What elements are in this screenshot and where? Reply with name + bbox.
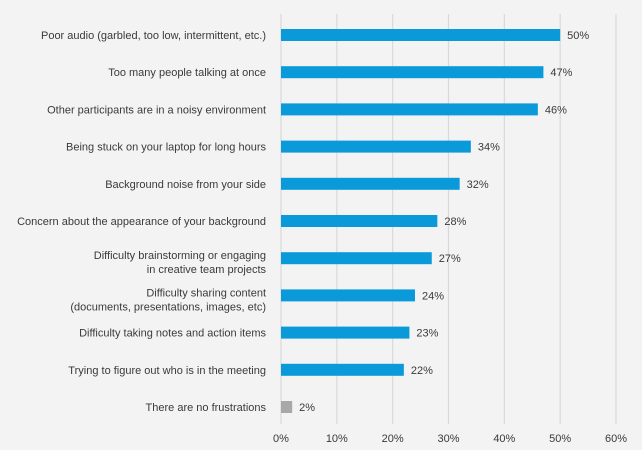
- category-label: Trying to figure out who is in the meeti…: [68, 365, 266, 377]
- category-label: Concern about the appearance of your bac…: [17, 216, 266, 228]
- bar: [281, 103, 538, 116]
- data-label: 2%: [299, 402, 315, 414]
- category-label: Difficulty brainstorming or engaging: [94, 250, 266, 262]
- category-label: (documents, presentations, images, etc): [70, 301, 266, 313]
- category-label: Being stuck on your laptop for long hour…: [66, 142, 266, 154]
- bar: [281, 289, 415, 302]
- data-label: 50%: [567, 30, 589, 42]
- bar: [281, 326, 410, 339]
- data-label: 32%: [467, 179, 489, 191]
- data-label: 22%: [411, 365, 433, 377]
- category-label: There are no frustrations: [146, 402, 267, 414]
- data-label: 24%: [422, 290, 444, 302]
- x-tick-label: 0%: [273, 433, 289, 445]
- category-label: Difficulty taking notes and action items: [79, 328, 266, 340]
- category-label: Too many people talking at once: [108, 67, 266, 79]
- x-tick-label: 30%: [437, 433, 459, 445]
- category-label: Poor audio (garbled, too low, intermitte…: [41, 30, 266, 42]
- category-label: Difficulty sharing content: [146, 287, 266, 299]
- data-label: 28%: [444, 216, 466, 228]
- x-tick-label: 20%: [382, 433, 404, 445]
- bar: [281, 215, 438, 227]
- category-label: Background noise from your side: [105, 179, 266, 191]
- bar: [281, 401, 293, 413]
- category-label: Other participants are in a noisy enviro…: [47, 104, 266, 116]
- bar: [281, 66, 544, 79]
- bar: [281, 252, 432, 265]
- data-label: 47%: [550, 67, 572, 79]
- data-label: 27%: [439, 253, 461, 265]
- x-tick-label: 10%: [326, 433, 348, 445]
- data-label: 23%: [416, 328, 438, 340]
- bar: [281, 363, 404, 376]
- data-label: 46%: [545, 104, 567, 116]
- data-label: 34%: [478, 142, 500, 154]
- category-label: in creative team projects: [147, 264, 267, 276]
- x-tick-label: 60%: [605, 433, 627, 445]
- bar: [281, 140, 471, 153]
- bar: [281, 177, 460, 190]
- x-tick-label: 50%: [549, 433, 571, 445]
- bar: [281, 29, 561, 41]
- x-tick-label: 40%: [493, 433, 515, 445]
